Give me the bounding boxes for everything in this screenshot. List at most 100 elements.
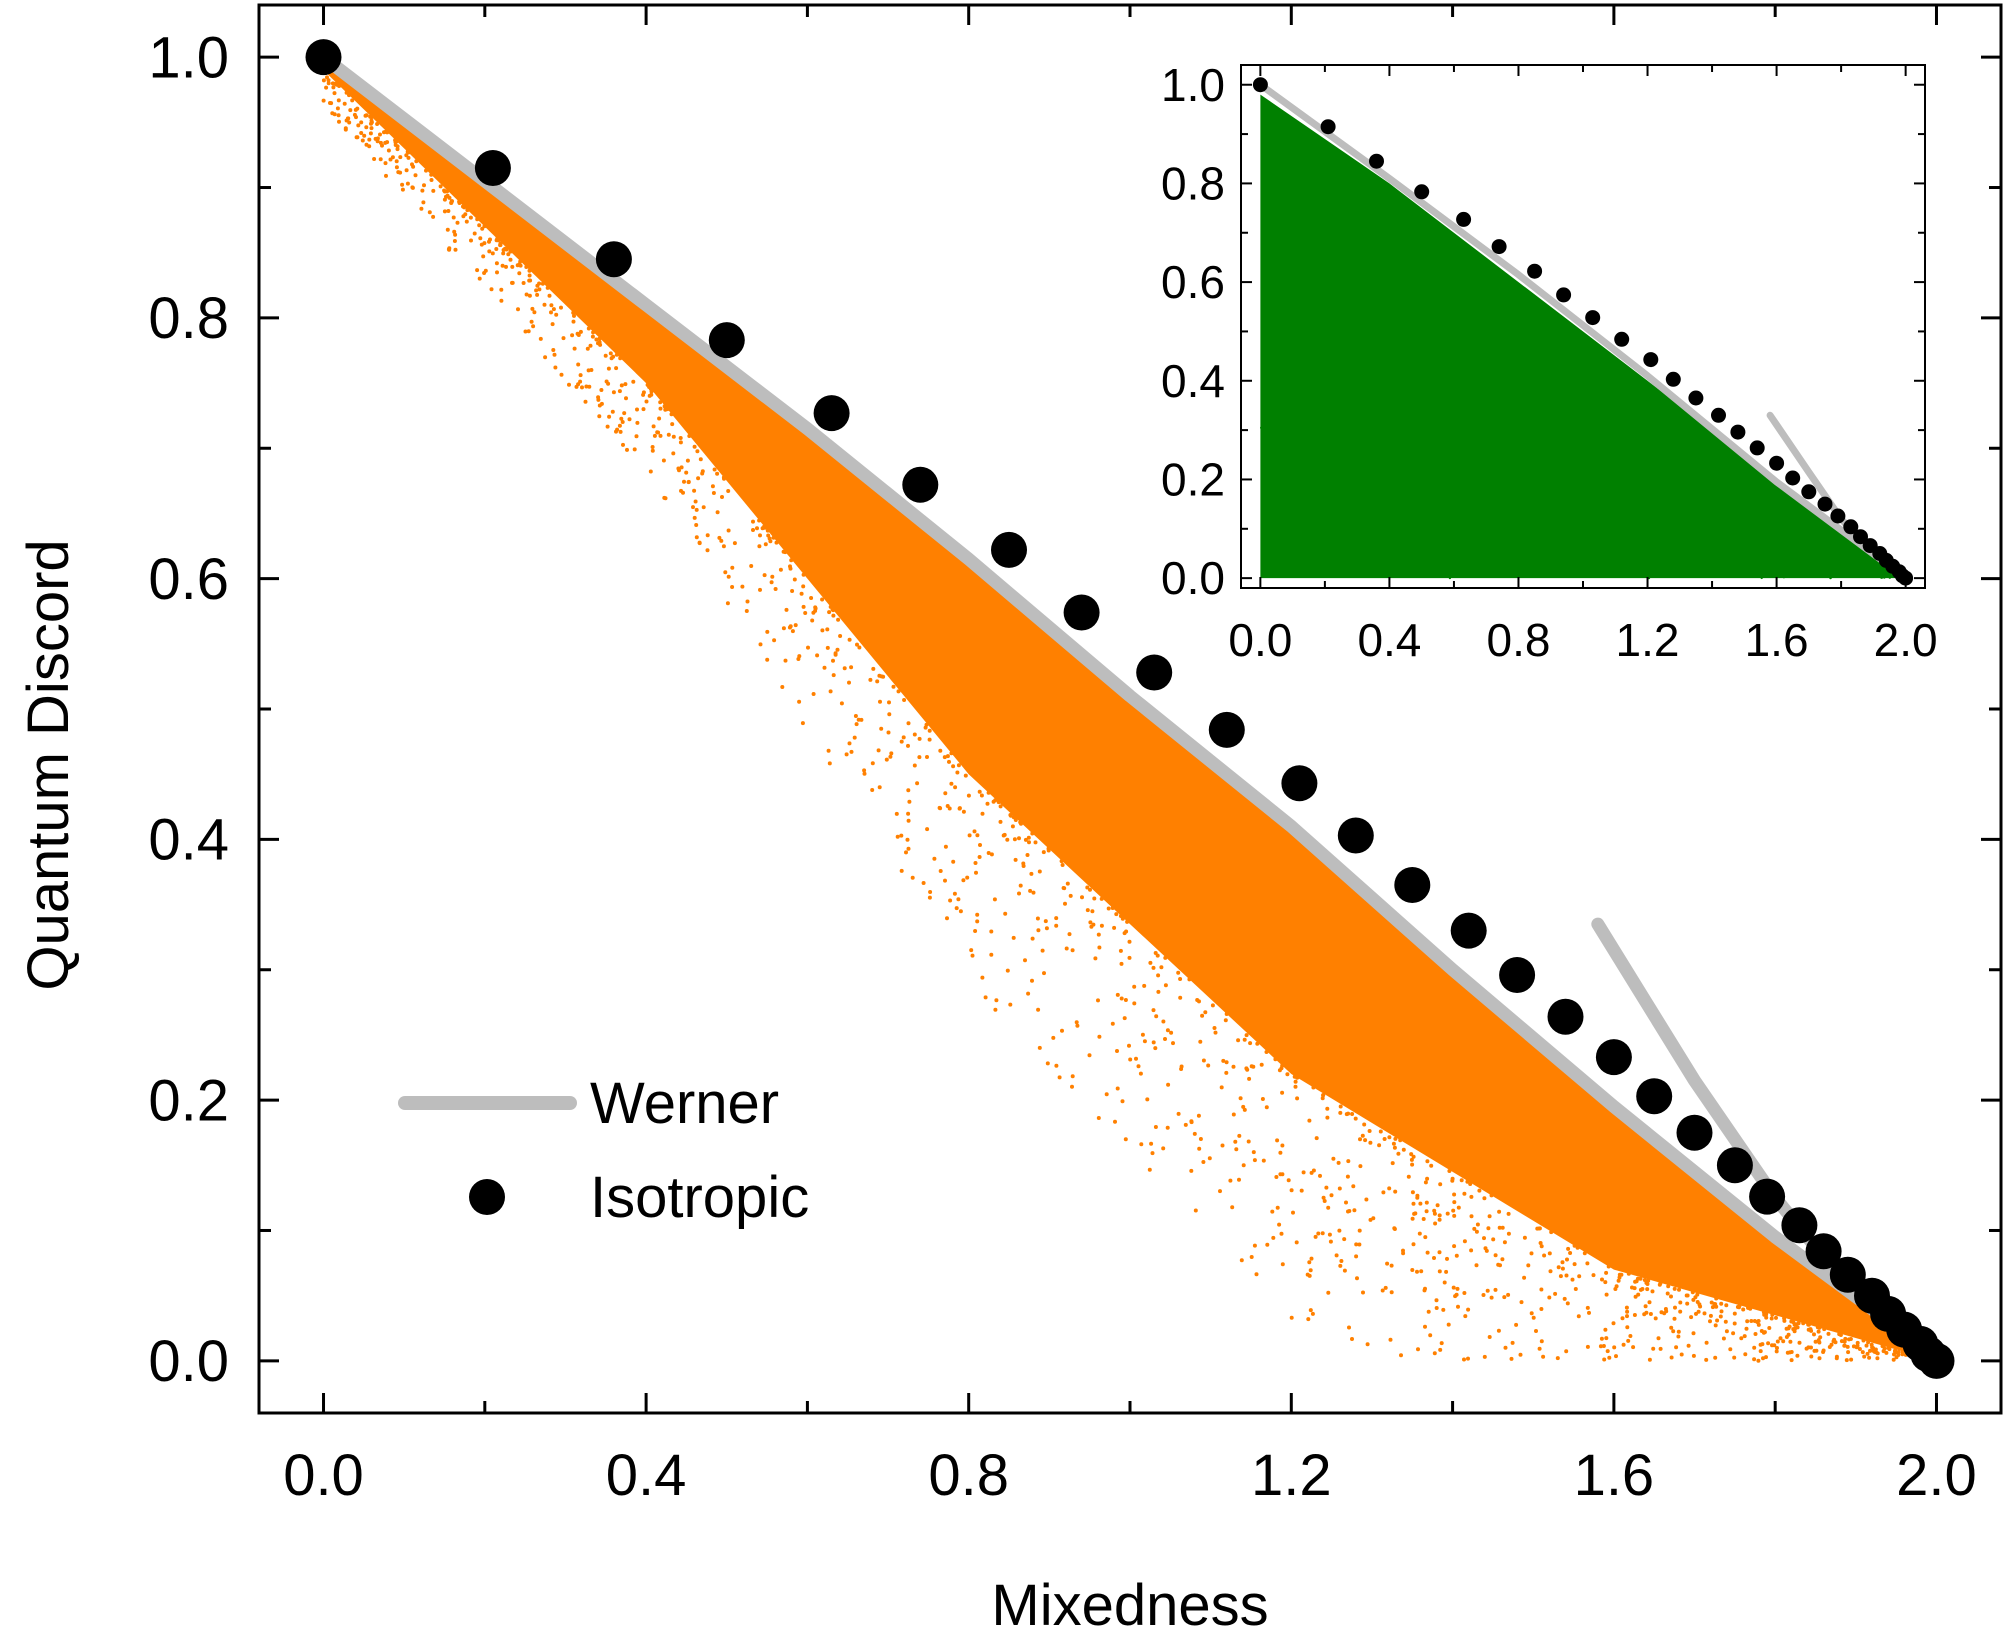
random-state-point <box>400 187 405 192</box>
random-state-point <box>1531 502 1534 505</box>
random-state-point <box>799 591 804 596</box>
random-state-point <box>364 113 369 118</box>
random-state-point <box>1635 535 1638 538</box>
random-state-point <box>951 859 956 864</box>
random-state-point <box>431 214 436 219</box>
random-state-point <box>1383 553 1387 556</box>
random-state-point <box>1482 1236 1486 1241</box>
random-state-point <box>1587 1310 1591 1315</box>
random-state-point <box>1399 227 1402 230</box>
random-state-point <box>1872 573 1875 576</box>
random-state-point <box>1223 1018 1228 1023</box>
random-state-point <box>614 366 619 371</box>
random-state-point <box>1510 1340 1515 1345</box>
random-state-point <box>1405 420 1408 424</box>
random-state-point <box>1577 1274 1582 1279</box>
random-state-point <box>1604 1336 1609 1341</box>
random-state-point <box>1829 576 1833 579</box>
random-state-point <box>1740 558 1744 562</box>
random-state-point <box>1850 544 1853 548</box>
random-state-point <box>1307 1273 1312 1278</box>
random-state-point <box>475 217 480 222</box>
random-state-point <box>1159 965 1164 970</box>
random-state-point <box>1626 499 1629 502</box>
random-state-point <box>1482 1196 1487 1201</box>
random-state-point <box>1018 883 1023 888</box>
random-state-point <box>721 475 726 480</box>
random-state-point <box>1845 572 1849 575</box>
random-state-point <box>1466 1356 1470 1361</box>
random-state-point <box>1639 420 1643 423</box>
random-state-point <box>725 601 730 606</box>
random-state-point <box>1848 1337 1853 1341</box>
x-tick-label: 1.6 <box>1574 1443 1655 1508</box>
random-state-point <box>1421 1217 1426 1221</box>
random-state-point <box>1690 1290 1695 1295</box>
random-state-point <box>1471 439 1475 442</box>
random-state-point <box>1354 1254 1359 1259</box>
random-state-point <box>1017 891 1021 896</box>
random-state-point <box>684 470 689 475</box>
random-state-point <box>1416 349 1419 353</box>
random-state-point <box>325 75 329 80</box>
random-state-point <box>1329 196 1332 199</box>
random-state-point <box>1805 538 1808 541</box>
random-state-point <box>1744 1326 1749 1331</box>
random-state-point <box>1653 1316 1658 1321</box>
random-state-point <box>550 322 555 327</box>
random-state-point <box>446 247 451 252</box>
random-state-point <box>641 407 646 412</box>
random-state-point <box>1647 536 1651 539</box>
random-state-point <box>1833 555 1836 559</box>
random-state-point <box>678 436 683 440</box>
random-state-point <box>1346 1111 1351 1116</box>
random-state-point <box>452 229 457 234</box>
inset-plot: 0.0 0.4 0.8 1.2 1.6 2.0 0.00.20.40.60.81.0 <box>1161 59 1938 666</box>
y-tick-label: 0.4 <box>148 808 229 873</box>
random-state-point <box>1054 923 1059 928</box>
random-state-point <box>1462 1291 1467 1295</box>
random-state-point <box>1416 565 1419 568</box>
random-state-point <box>1196 1113 1201 1118</box>
random-state-point <box>772 638 777 643</box>
random-state-point <box>1389 1263 1394 1268</box>
random-state-point <box>1638 551 1641 554</box>
random-state-point <box>1353 1116 1358 1121</box>
random-state-point <box>906 743 910 748</box>
random-state-point <box>857 645 862 650</box>
random-state-point <box>835 647 840 652</box>
random-state-point <box>1509 511 1512 515</box>
random-state-point <box>1491 1237 1496 1242</box>
random-state-point <box>1745 564 1748 567</box>
isotropic-point <box>1595 1039 1632 1076</box>
y-tick-label: 0.2 <box>148 1068 229 1133</box>
random-state-point <box>879 674 884 679</box>
random-state-point <box>494 247 499 251</box>
random-state-point <box>1634 562 1637 565</box>
random-state-point <box>1724 1303 1729 1308</box>
random-state-point <box>1860 561 1863 564</box>
random-state-point <box>1070 1074 1075 1079</box>
random-state-point <box>996 800 1001 805</box>
random-state-point <box>1760 576 1763 580</box>
random-state-point <box>1148 960 1153 965</box>
random-state-point <box>847 680 851 685</box>
random-state-point <box>1529 1251 1534 1256</box>
random-state-point <box>1099 896 1104 901</box>
random-state-point <box>1169 1030 1174 1035</box>
random-state-point <box>749 564 754 568</box>
random-state-point <box>1382 418 1385 421</box>
random-state-point <box>1357 1242 1362 1247</box>
random-state-point <box>1366 491 1369 494</box>
random-state-point <box>1616 1278 1621 1283</box>
random-state-point <box>692 515 697 520</box>
random-state-point <box>527 293 532 298</box>
random-state-point <box>1128 1057 1133 1062</box>
random-state-point <box>1567 351 1571 354</box>
random-state-point <box>1317 395 1321 399</box>
random-state-point <box>451 215 456 220</box>
random-state-point <box>429 178 434 182</box>
random-state-point <box>755 526 759 531</box>
random-state-point <box>382 130 386 135</box>
random-state-point <box>1652 562 1655 566</box>
